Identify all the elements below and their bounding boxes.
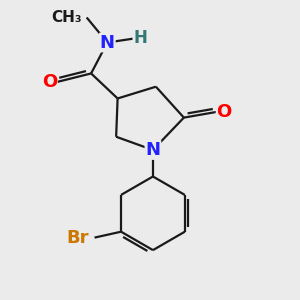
Text: Br: Br [66, 229, 89, 247]
Text: CH₃: CH₃ [52, 10, 82, 25]
Text: N: N [146, 141, 160, 159]
Text: N: N [100, 34, 115, 52]
Text: H: H [133, 29, 147, 47]
Text: O: O [42, 73, 57, 91]
Text: O: O [217, 103, 232, 121]
